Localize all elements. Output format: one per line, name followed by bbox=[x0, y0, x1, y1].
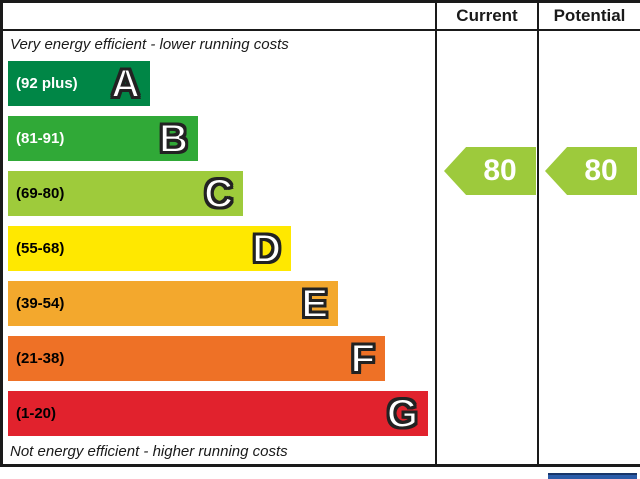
top-caption: Very energy efficient - lower running co… bbox=[10, 36, 289, 53]
band-f: (21-38) F bbox=[8, 336, 385, 381]
band-b-range: (81-91) bbox=[16, 130, 65, 147]
current-rating-arrow: 80 bbox=[444, 147, 536, 195]
table-border-bottom bbox=[0, 464, 640, 467]
header-divider bbox=[0, 29, 640, 31]
band-c: (69-80) C bbox=[8, 171, 243, 216]
band-d: (55-68) D bbox=[8, 226, 291, 271]
band-g: (1-20) G bbox=[8, 391, 428, 436]
potential-rating-arrow: 80 bbox=[545, 147, 637, 195]
band-g-range: (1-20) bbox=[16, 405, 57, 422]
band-b-letter: B bbox=[158, 116, 189, 161]
potential-column-divider bbox=[537, 0, 539, 467]
band-f-range: (21-38) bbox=[16, 350, 65, 367]
potential-column-header: Potential bbox=[553, 6, 626, 25]
bottom-caption: Not energy efficient - higher running co… bbox=[10, 443, 288, 460]
band-c-letter: C bbox=[203, 171, 234, 216]
table-border-left bbox=[0, 0, 3, 467]
band-e: (39-54) E bbox=[8, 281, 338, 326]
current-column-header: Current bbox=[456, 6, 518, 25]
band-d-range: (55-68) bbox=[16, 240, 65, 257]
band-a-letter: A bbox=[110, 61, 141, 106]
band-e-range: (39-54) bbox=[16, 295, 65, 312]
band-e-letter: E bbox=[300, 281, 329, 326]
band-a: (92 plus) A bbox=[8, 61, 150, 106]
band-g-letter: G bbox=[386, 391, 419, 436]
rating-bands: (92 plus) A (81-91) B (69-80) C (55-68) … bbox=[8, 61, 428, 436]
band-a-range: (92 plus) bbox=[16, 75, 78, 92]
band-f-letter: F bbox=[350, 336, 376, 381]
band-c-range: (69-80) bbox=[16, 185, 65, 202]
table-border-top bbox=[0, 0, 640, 3]
current-column-divider bbox=[435, 0, 437, 467]
band-b: (81-91) B bbox=[8, 116, 198, 161]
band-d-letter: D bbox=[251, 226, 282, 271]
eu-directive-box-partial bbox=[548, 473, 637, 479]
